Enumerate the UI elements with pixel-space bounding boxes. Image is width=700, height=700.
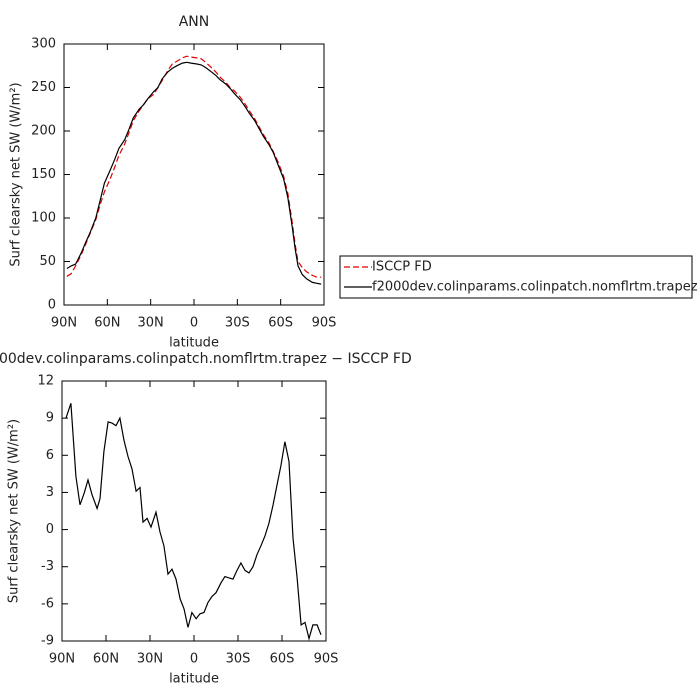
x-tick-label: 90S xyxy=(312,316,337,331)
chart-title: ANN xyxy=(179,14,210,30)
y-tick-label: 250 xyxy=(31,80,56,95)
x-tick-label: 0 xyxy=(190,316,198,331)
y-tick-label: 0 xyxy=(48,298,56,313)
y-tick-label: -9 xyxy=(41,634,54,649)
x-axis-label: latitude xyxy=(169,336,219,351)
data-line xyxy=(66,55,322,278)
y-tick-label: 50 xyxy=(39,254,56,269)
plot-frame xyxy=(61,380,327,642)
y-tick-label: -3 xyxy=(41,559,54,574)
y-tick-label: -6 xyxy=(41,596,54,611)
x-tick-label: 60S xyxy=(268,316,293,331)
x-tick-label: 30N xyxy=(137,652,163,667)
y-tick-label: 3 xyxy=(46,485,54,500)
x-tick-label: 30S xyxy=(226,652,251,667)
x-tick-label: 30S xyxy=(225,316,250,331)
x-tick-label: 90N xyxy=(49,652,75,667)
x-tick-label: 30N xyxy=(138,316,164,331)
x-tick-label: 60S xyxy=(270,652,295,667)
y-tick-label: 6 xyxy=(46,448,54,463)
y-tick-label: 9 xyxy=(46,411,54,426)
y-tick-label: 12 xyxy=(37,374,54,389)
x-tick-label: 0 xyxy=(190,652,198,667)
y-tick-label: 200 xyxy=(31,124,56,139)
x-axis-label: latitude xyxy=(169,672,219,687)
y-tick-label: 100 xyxy=(31,211,56,226)
x-tick-label: 60N xyxy=(93,652,119,667)
y-tick-label: 150 xyxy=(31,167,56,182)
x-tick-label: 60N xyxy=(94,316,120,331)
legend-box xyxy=(339,255,693,299)
data-line xyxy=(66,61,322,285)
y-axis-label: Surf clearsky net SW (W/m²) xyxy=(7,419,22,603)
y-axis-label: Surf clearsky net SW (W/m²) xyxy=(9,82,24,266)
x-tick-label: 90N xyxy=(51,316,77,331)
x-tick-label: 90S xyxy=(314,652,339,667)
y-tick-label: 300 xyxy=(31,37,56,52)
y-tick-label: 0 xyxy=(46,522,54,537)
legend-label: ISCCP FD xyxy=(372,260,432,275)
plot-frame xyxy=(63,43,325,306)
legend-label: f2000dev.colinparams.colinpatch.nomflrtm… xyxy=(372,280,698,295)
data-line xyxy=(65,403,322,641)
chart-title: f2000dev.colinparams.colinpatch.nomflrtm… xyxy=(0,351,412,367)
